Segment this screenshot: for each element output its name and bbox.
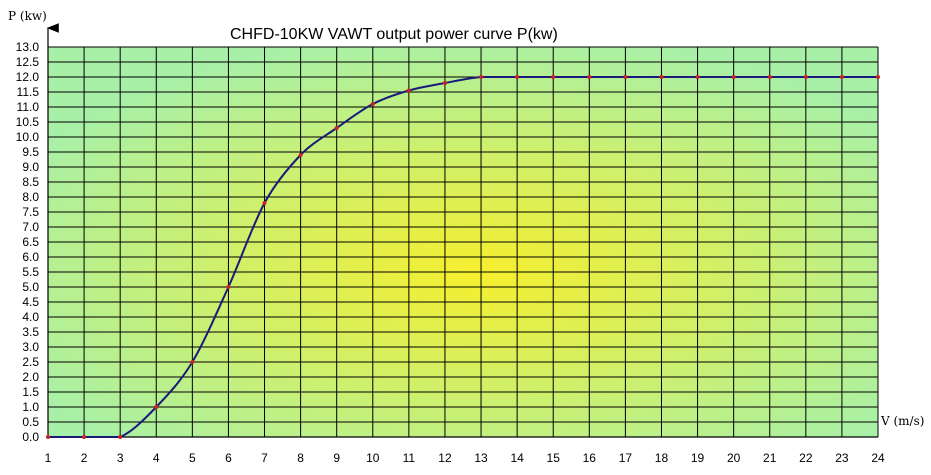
x-tick-label: 24 (871, 451, 885, 465)
y-tick-label: 12.0 (16, 70, 40, 84)
x-tick-label: 13 (474, 451, 488, 465)
data-point (154, 405, 159, 409)
y-tick-label: 8.5 (22, 175, 39, 189)
data-point (803, 75, 808, 79)
x-tick-label: 16 (583, 451, 597, 465)
x-tick-labels: 1 2 3 4 5 6 7 8 9 10 11 12 13 14 15 16 17 18 19 20 21 22 23 24 (45, 451, 885, 465)
data-point (262, 201, 267, 205)
y-tick-label: 8.0 (22, 190, 39, 204)
data-point (659, 75, 664, 79)
y-tick-label: 6.5 (22, 235, 39, 249)
data-point (479, 75, 484, 79)
x-tick-label: 4 (153, 451, 160, 465)
x-tick-label: 23 (835, 451, 849, 465)
data-point (226, 285, 231, 289)
y-tick-label: 2.0 (22, 370, 39, 384)
y-tick-label: 11.5 (17, 85, 40, 99)
x-tick-label: 10 (366, 451, 380, 465)
data-point (82, 435, 87, 439)
axes (46, 23, 878, 438)
data-point (370, 102, 375, 106)
x-tick-label: 22 (799, 451, 813, 465)
data-point (118, 435, 123, 439)
chart-title: CHFD-10KW VAWT output power curve P(kw) (230, 26, 558, 43)
x-tick-label: 19 (691, 451, 705, 465)
x-tick-label: 8 (297, 451, 304, 465)
y-tick-label: 1.0 (22, 400, 39, 414)
y-tick-label: 11.0 (17, 100, 40, 114)
y-tick-label: 9.0 (22, 160, 39, 174)
y-tick-label: 10.5 (16, 115, 40, 129)
x-tick-label: 12 (438, 451, 452, 465)
data-point (551, 75, 556, 79)
data-point (623, 75, 628, 79)
x-tick-label: 1 (45, 451, 52, 465)
y-tick-labels: 0.00.51.01.52.02.53.03.54.04.55.05.56.06… (16, 40, 40, 444)
data-point (695, 75, 700, 79)
data-point (190, 360, 195, 364)
x-tick-label: 11 (403, 451, 416, 465)
y-tick-label: 4.0 (22, 310, 39, 324)
data-point (839, 75, 844, 79)
y-tick-label: 0.0 (22, 430, 39, 444)
y-tick-label: 9.5 (22, 145, 39, 159)
y-tick-label: 1.5 (22, 385, 39, 399)
x-tick-label: 21 (763, 451, 777, 465)
y-tick-label: 2.5 (22, 355, 39, 369)
y-tick-label: 13.0 (16, 40, 40, 54)
data-point (767, 75, 772, 79)
data-point (442, 81, 447, 85)
data-point (46, 435, 50, 439)
x-tick-label: 5 (189, 451, 196, 465)
data-point (876, 75, 880, 79)
x-tick-label: 3 (117, 451, 124, 465)
data-point (298, 153, 303, 157)
data-point (406, 88, 411, 93)
x-tick-label: 7 (261, 451, 268, 465)
x-tick-label: 18 (655, 451, 669, 465)
y-tick-label: 4.5 (22, 295, 39, 309)
y-tick-label: 5.0 (22, 280, 39, 294)
x-axis-label: V (m/s) (880, 414, 924, 428)
grid-lines (47, 46, 879, 438)
x-tick-label: 9 (333, 451, 340, 465)
x-tick-label: 20 (727, 451, 741, 465)
data-markers (46, 75, 880, 439)
data-point (731, 75, 736, 79)
y-tick-label: 12.5 (16, 55, 40, 69)
y-tick-label: 3.0 (22, 340, 39, 354)
y-axis-label: P (kw) (8, 9, 47, 23)
x-tick-label: 14 (510, 451, 524, 465)
data-point (587, 75, 592, 79)
data-point (334, 126, 339, 130)
data-point (515, 75, 520, 79)
y-tick-label: 3.5 (22, 325, 39, 339)
y-tick-label: 7.0 (22, 220, 39, 234)
x-tick-label: 15 (547, 451, 561, 465)
x-tick-label: 17 (619, 451, 633, 465)
y-tick-label: 7.5 (22, 205, 39, 219)
y-tick-label: 0.5 (22, 415, 39, 429)
x-tick-label: 2 (81, 451, 88, 465)
y-tick-label: 5.5 (22, 265, 39, 279)
x-tick-label: 6 (225, 451, 232, 465)
y-tick-label: 6.0 (22, 250, 39, 264)
y-tick-label: 10.0 (16, 130, 40, 144)
